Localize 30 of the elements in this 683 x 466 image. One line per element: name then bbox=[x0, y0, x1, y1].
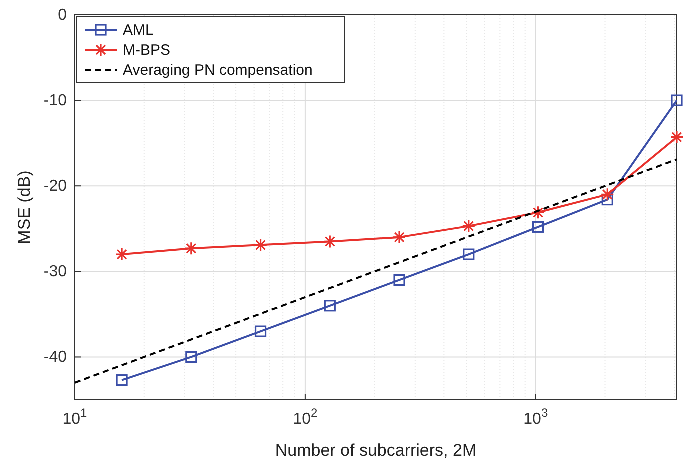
legend-label: M-BPS bbox=[123, 42, 171, 59]
point bbox=[116, 374, 128, 386]
y-tick-label: -30 bbox=[44, 264, 68, 281]
point bbox=[186, 351, 198, 364]
point bbox=[462, 220, 476, 234]
point bbox=[670, 130, 683, 144]
y-tick-label: -20 bbox=[44, 178, 68, 196]
point bbox=[254, 326, 267, 338]
y-tick-label: 0 bbox=[58, 7, 68, 24]
point bbox=[323, 234, 337, 249]
y-tick-label: -10 bbox=[44, 92, 68, 110]
point bbox=[671, 94, 683, 106]
x-axis-title: Number of subcarriers, 2M bbox=[275, 441, 477, 460]
point bbox=[394, 274, 406, 286]
point bbox=[324, 300, 336, 312]
point bbox=[600, 188, 614, 202]
point bbox=[463, 248, 475, 260]
x-tick-label: 10$^{2}$ bbox=[293, 406, 318, 428]
x-tick-label: 10$^{1}$ bbox=[62, 406, 88, 428]
point bbox=[115, 248, 129, 262]
point bbox=[184, 242, 198, 256]
legend-label: AML bbox=[123, 22, 154, 39]
point bbox=[254, 238, 268, 252]
point bbox=[392, 230, 406, 244]
y-tick-label: -40 bbox=[44, 349, 68, 366]
point bbox=[532, 221, 544, 233]
point bbox=[531, 206, 546, 220]
y-axis-title: MSE (dB) bbox=[15, 170, 34, 244]
legend-label: Averaging PN compensation bbox=[123, 62, 313, 79]
x-tick-label: 10$^{3}$ bbox=[524, 406, 548, 428]
